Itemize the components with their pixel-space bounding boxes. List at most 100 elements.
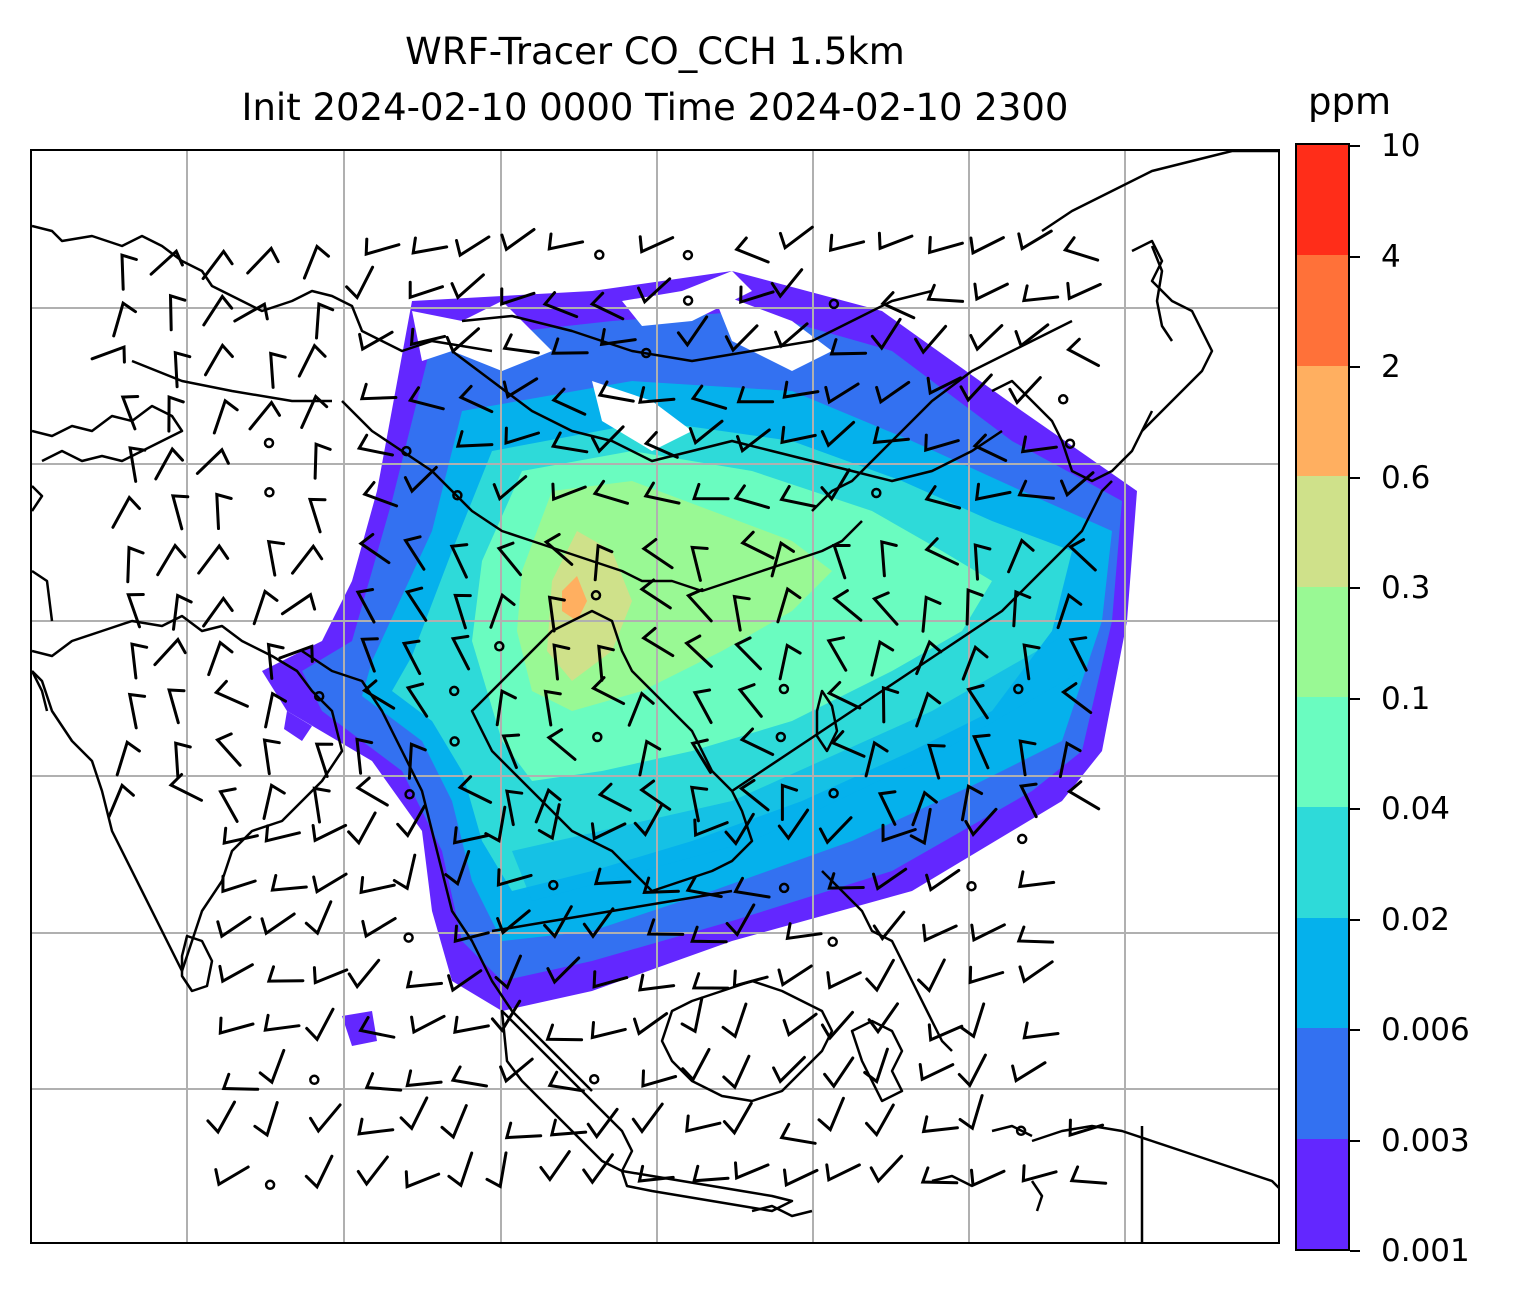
wind-barb <box>733 484 770 510</box>
calm-wind-marker <box>404 789 415 800</box>
wind-barb <box>214 1165 250 1187</box>
wind-barb <box>631 1102 664 1134</box>
wind-barb <box>364 1072 403 1092</box>
plot-title-line2: Init 2024-02-10 0000 Time 2024-02-10 230… <box>241 86 1069 129</box>
wind-barb <box>1016 925 1055 944</box>
wind-barb <box>959 373 993 403</box>
wind-barb <box>829 338 868 356</box>
wind-barb <box>407 386 445 411</box>
wind-barb <box>969 324 1004 352</box>
wind-barb <box>872 867 908 891</box>
wind-barb <box>550 431 589 454</box>
wind-barb <box>399 1096 429 1131</box>
wind-barb <box>875 380 911 405</box>
wind-barb <box>213 679 249 708</box>
wind-barb <box>304 1154 334 1190</box>
wind-barb <box>167 395 185 433</box>
calm-wind-marker <box>592 731 603 743</box>
colorbar-label: 0.006 <box>1381 1012 1470 1048</box>
wind-barb <box>484 805 507 844</box>
wind-barb <box>403 465 438 494</box>
colorbar-tick <box>1350 1140 1360 1142</box>
wind-barb <box>221 874 257 894</box>
wind-barb <box>739 727 775 756</box>
wind-barb <box>264 824 301 843</box>
wind-barb <box>1021 1164 1058 1183</box>
wind-barb <box>355 776 389 807</box>
wind-barb <box>172 593 193 631</box>
wind-barb <box>458 384 494 414</box>
wind-barb <box>1068 1118 1105 1138</box>
wind-barb <box>783 1168 819 1188</box>
calm-wind-marker <box>775 731 787 743</box>
wind-barb <box>872 910 906 942</box>
wind-barb <box>392 853 417 891</box>
wind-barb <box>302 244 330 280</box>
calm-wind-marker <box>1013 683 1024 695</box>
calm-wind-marker <box>309 1074 320 1086</box>
wind-barb <box>1060 682 1093 715</box>
wind-barb <box>490 999 522 1033</box>
wind-barb <box>457 775 493 804</box>
wind-barb <box>345 265 375 301</box>
wind-barb <box>928 235 964 255</box>
wind-barb <box>926 376 963 396</box>
wind-barb <box>453 924 490 944</box>
wind-barb <box>880 539 898 578</box>
wind-barb <box>218 963 254 984</box>
calm-wind-marker <box>871 487 882 499</box>
colorbar-segment <box>1297 255 1348 366</box>
colorbar-tick <box>1350 1250 1360 1252</box>
wind-barb <box>1065 337 1100 368</box>
wind-barb <box>921 595 942 633</box>
wind-barb <box>269 351 287 389</box>
calm-wind-marker <box>449 736 460 747</box>
wind-barb <box>641 626 675 658</box>
wind-barb <box>218 1016 255 1035</box>
wind-barb <box>690 545 709 582</box>
colorbar-unit-label: ppm <box>1308 80 1392 123</box>
wind-barb <box>627 691 655 727</box>
wind-barb <box>309 1103 342 1134</box>
wind-barb <box>212 398 239 435</box>
wind-barb <box>779 485 817 508</box>
wind-barb <box>680 996 704 1034</box>
wind-barb <box>915 691 942 728</box>
wind-barb <box>1017 229 1053 251</box>
coastline-west <box>32 224 493 353</box>
wind-barb <box>690 384 728 410</box>
wind-barb <box>500 287 536 306</box>
wind-barb <box>115 739 141 777</box>
colorbar-tick <box>1350 808 1360 810</box>
wind-barb <box>1069 1165 1108 1185</box>
wind-barb <box>732 969 769 988</box>
wind-barb <box>927 1023 964 1043</box>
colorbar-label: 0.04 <box>1381 791 1451 827</box>
wind-barb <box>505 789 524 827</box>
wind-barb <box>248 400 281 431</box>
wind-barb <box>489 592 516 629</box>
calm-wind-marker <box>313 690 325 702</box>
wind-barb <box>356 433 394 457</box>
wind-barb <box>552 643 571 681</box>
wind-barb <box>918 1063 955 1082</box>
wind-barb <box>733 876 771 899</box>
wind-barb <box>359 876 396 895</box>
wind-barb <box>926 283 965 303</box>
wind-barb <box>546 728 577 761</box>
wind-barb <box>867 1002 899 1035</box>
wind-barb <box>825 1163 861 1183</box>
wind-barb <box>1018 870 1056 889</box>
wind-barb <box>582 1153 614 1185</box>
wind-barb <box>688 419 724 446</box>
colorbar <box>1295 143 1350 1251</box>
wind-barb <box>264 691 287 729</box>
colorbar-label: 4 <box>1381 239 1401 275</box>
wind-barb <box>643 431 679 459</box>
wind-barb <box>643 481 681 505</box>
wind-barb <box>972 433 1008 462</box>
wind-barb <box>1060 471 1095 498</box>
colorbar-tick <box>1350 145 1360 147</box>
wind-barb <box>492 475 528 502</box>
wind-barb <box>207 640 234 677</box>
